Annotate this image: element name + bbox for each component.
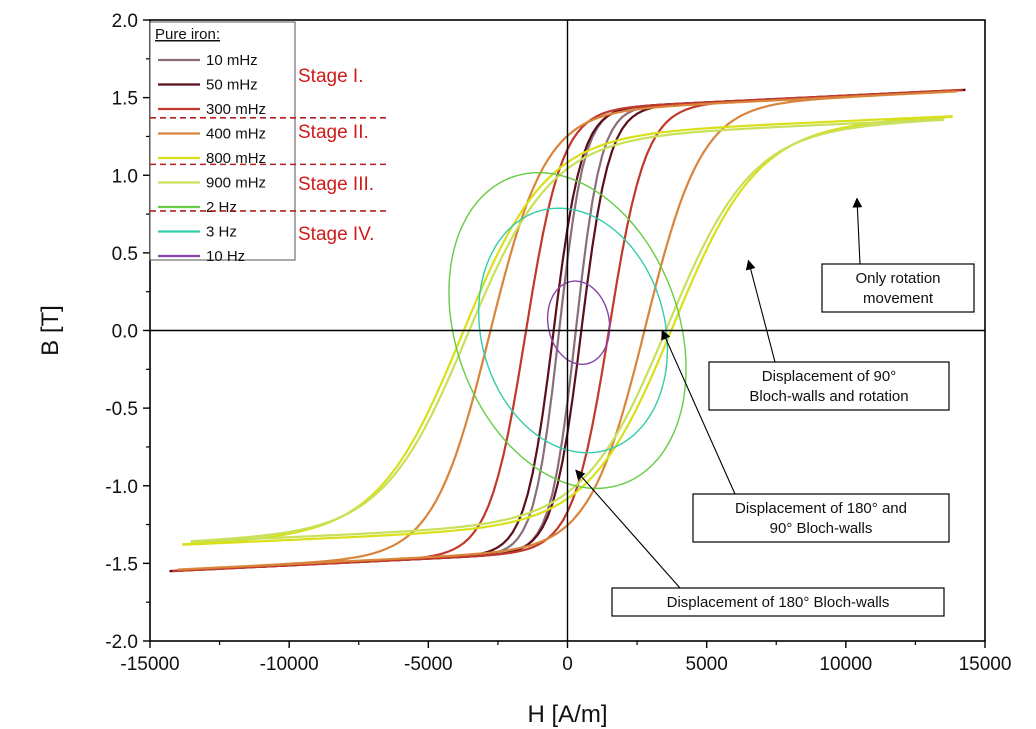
y-tick-label: 0.5 xyxy=(112,244,138,265)
legend-label-3-hz: 3 Hz xyxy=(206,224,237,241)
stage-label: Stage I. xyxy=(298,66,364,87)
y-tick-label: -1.0 xyxy=(105,477,138,498)
legend: Pure iron: 10 mHz 50 mHz 300 mHz 400 mHz 800 … xyxy=(149,21,296,265)
series-400-mhz-curve xyxy=(177,90,958,571)
legend-label-800-mhz: 800 mHz xyxy=(206,150,266,167)
legend-label-10-hz: 10 Hz xyxy=(206,248,245,265)
x-tick-label: 15000 xyxy=(959,654,1012,675)
series-3-hz-curve xyxy=(477,207,669,454)
annotations: Only rotation movement Displacement of 90°… xyxy=(575,197,975,617)
y-tick-label: 2.0 xyxy=(112,11,138,32)
series-10-hz-curve xyxy=(546,280,611,365)
y-tick-label: 1.0 xyxy=(112,166,138,187)
stage-label: Stage III. xyxy=(298,174,374,195)
y-tick-label: -1.5 xyxy=(105,554,138,575)
x-tick-label: -15000 xyxy=(120,654,179,675)
annotation-box xyxy=(821,263,975,313)
y-tick-label: 0.0 xyxy=(112,322,138,343)
y-axis-title: B [T] xyxy=(37,305,64,356)
annotation-arrow xyxy=(745,259,776,363)
stage-label: Stage IV. xyxy=(298,224,374,245)
legend-label-50-mhz: 50 mHz xyxy=(206,77,258,94)
stage-label: Stage II. xyxy=(298,122,369,143)
annotation-text: Displacement of 180° and xyxy=(735,500,907,517)
x-tick-label: 10000 xyxy=(819,654,872,675)
x-tick-label: -5000 xyxy=(404,654,453,675)
annotation-text: Displacement of 180° Bloch-walls xyxy=(667,594,890,611)
annotation-arrow xyxy=(575,469,681,589)
legend-title: Pure iron: xyxy=(155,26,220,43)
annotation-text: 90° Bloch-walls xyxy=(770,520,873,537)
legend-label-10-mhz: 10 mHz xyxy=(206,52,258,69)
x-tick-label: -10000 xyxy=(260,654,319,675)
annotation-box xyxy=(692,493,950,543)
curves-layer xyxy=(169,88,966,573)
legend-box xyxy=(149,21,296,261)
annotation-box xyxy=(708,361,950,411)
y-tick-label: -0.5 xyxy=(105,399,138,420)
series-300-mhz-curve xyxy=(172,88,963,573)
y-tick-label: 1.5 xyxy=(112,89,138,110)
legend-label-400-mhz: 400 mHz xyxy=(206,126,266,143)
annotation-box xyxy=(611,587,945,617)
annotation-text: Displacement of 90° xyxy=(762,368,896,385)
annotation-text: Bloch-walls and rotation xyxy=(749,388,908,405)
y-tick-label: -2.0 xyxy=(105,632,138,653)
annotation-text: Only rotation xyxy=(855,270,940,287)
annotation-arrow xyxy=(852,197,863,265)
x-tick-label: 0 xyxy=(562,654,573,675)
annotation-arrow xyxy=(661,329,736,495)
axes-layer: -15000 -10000 -5000 0 5000 10000 15000 2.0 1.5 1.… xyxy=(37,11,1011,728)
x-tick-label: 5000 xyxy=(686,654,728,675)
x-axis-title: H [A/m] xyxy=(527,701,607,728)
stage-labels: Stage I. Stage II. Stage III. Stage IV. xyxy=(150,66,390,245)
annotation-text: movement xyxy=(863,290,934,307)
series-900-mhz-curve xyxy=(190,118,945,543)
series-2-hz-curve xyxy=(448,172,687,489)
legend-label-900-mhz: 900 mHz xyxy=(206,175,266,192)
legend-label-2-hz: 2 Hz xyxy=(206,199,237,216)
series-800-mhz-curve xyxy=(182,115,953,546)
legend-label-300-mhz: 300 mHz xyxy=(206,101,266,118)
